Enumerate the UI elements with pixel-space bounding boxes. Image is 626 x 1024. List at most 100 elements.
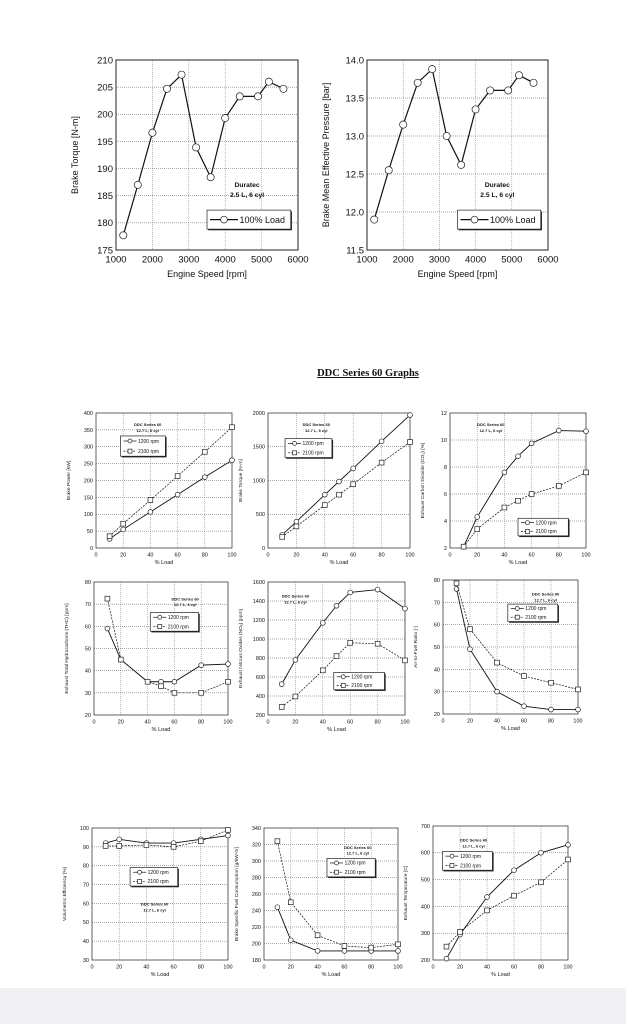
x-tick-label: 20: [457, 965, 463, 971]
legend-box: [206, 209, 292, 230]
y-tick-label: 8: [444, 465, 447, 471]
series-line-2100-rpm: [277, 841, 399, 948]
data-point: [322, 502, 328, 508]
x-tick-label: 80: [198, 965, 204, 971]
data-point: [102, 843, 109, 849]
data-point: [225, 678, 231, 685]
x-tick-label: 0: [94, 553, 97, 559]
legend-marker-circle-icon: [137, 869, 142, 875]
y-tick-label: 60: [434, 623, 440, 629]
data-point: [413, 78, 422, 87]
y-tick-label: 80: [85, 580, 91, 586]
data-point: [402, 605, 408, 612]
x-axis-label: % Load: [509, 560, 528, 566]
y-tick-label: 20: [85, 713, 91, 719]
x-tick-label: 100: [405, 553, 414, 559]
x-axis-label: % Load: [322, 972, 341, 978]
legend-label: 100% Load: [240, 215, 286, 225]
series-line-2100-rpm: [446, 859, 569, 947]
data-point: [515, 453, 521, 459]
y-tick-label: 180: [97, 218, 113, 229]
legend-label: 1200 rpm: [303, 441, 324, 447]
x-axis-label: % Load: [155, 560, 174, 566]
legend-label: 2100 rpm: [303, 451, 324, 457]
data-point: [144, 678, 151, 685]
data-point: [143, 842, 150, 848]
data-point: [278, 681, 285, 687]
y-tick-label: 40: [83, 939, 89, 945]
legend-box: [457, 209, 542, 230]
data-point: [350, 465, 356, 472]
y-tick-label: 320: [252, 842, 261, 848]
data-point: [202, 449, 208, 455]
legend-marker-square-icon: [449, 863, 455, 868]
chart-8: 0 20 40 60 80 100 30 40 50 60 70 80 90 100 % Load Volum…: [62, 826, 233, 978]
y-tick-label: 800: [256, 656, 265, 662]
data-point: [336, 491, 342, 498]
x-tick-label: 2000: [393, 255, 414, 266]
data-point: [457, 160, 466, 169]
data-point: [225, 827, 231, 833]
data-point: [322, 491, 328, 498]
data-point: [556, 427, 562, 434]
data-point: [120, 520, 126, 527]
data-point: [192, 143, 201, 152]
data-point: [457, 929, 463, 935]
y-tick-label: 150: [84, 495, 93, 501]
data-point: [378, 459, 385, 466]
legend-label: 1200 rpm: [344, 861, 365, 867]
data-point: [274, 838, 281, 844]
legend-label: 1200 rpm: [138, 439, 159, 445]
chart-annotation: DDC Series 60: [344, 845, 372, 850]
x-axis-label: % Load: [327, 727, 346, 733]
plot-frame: [442, 579, 579, 715]
x-tick-label: 6000: [287, 255, 308, 266]
plot-frame: [267, 412, 411, 549]
chart-annotation: 2.5 L, 6 cyl: [230, 192, 264, 199]
y-tick-label: 400: [256, 694, 265, 700]
x-axis-label: Engine Speed [rpm]: [167, 269, 247, 279]
x-tick-label: 40: [147, 553, 153, 559]
x-tick-label: 40: [484, 965, 490, 971]
x-tick-label: 60: [521, 719, 527, 725]
series-line-1200-rpm: [446, 844, 569, 959]
data-point: [341, 943, 348, 949]
x-tick-label: 60: [171, 720, 177, 726]
x-tick-label: 80: [202, 553, 208, 559]
legend-label: 1200 rpm: [536, 520, 557, 526]
data-point: [279, 534, 285, 540]
x-tick-label: 0: [92, 720, 95, 726]
y-tick-label: 60: [85, 624, 91, 630]
legend-marker-circle-icon: [127, 438, 133, 444]
chart-annotation: 12.7 L, 6 cyl: [143, 907, 165, 912]
data-point: [278, 704, 285, 710]
x-axis-label: % Load: [491, 972, 510, 978]
x-tick-label: 40: [494, 719, 500, 725]
data-point: [202, 474, 208, 480]
y-axis-label: Exhaust Total Hydrocarbons (THC) [ppm]: [64, 603, 70, 694]
data-point: [288, 937, 294, 943]
data-point: [521, 703, 527, 709]
x-tick-label: 80: [379, 553, 385, 559]
series-line-1200-rpm: [105, 835, 229, 844]
y-tick-label: 40: [85, 669, 91, 675]
data-point: [504, 86, 513, 95]
x-tick-label: 100: [223, 720, 232, 726]
y-tick-label: 500: [421, 878, 430, 884]
data-point: [279, 84, 288, 93]
legend-label: 2100 rpm: [351, 683, 372, 689]
legend-marker-circle-icon: [340, 674, 346, 680]
data-point: [538, 850, 544, 856]
y-tick-label: 1500: [253, 445, 265, 451]
data-point: [292, 657, 299, 663]
x-axis-label: % Load: [151, 972, 170, 978]
legend-marker-circle-icon: [470, 215, 479, 224]
data-point: [320, 667, 326, 674]
x-tick-label: 60: [529, 553, 535, 559]
y-tick-label: 350: [84, 428, 93, 434]
x-tick-label: 100: [227, 553, 236, 559]
chart-annotation: 12.7 L, 6 cyl: [462, 843, 484, 848]
y-tick-label: 12.5: [346, 169, 365, 180]
data-point: [407, 412, 413, 418]
